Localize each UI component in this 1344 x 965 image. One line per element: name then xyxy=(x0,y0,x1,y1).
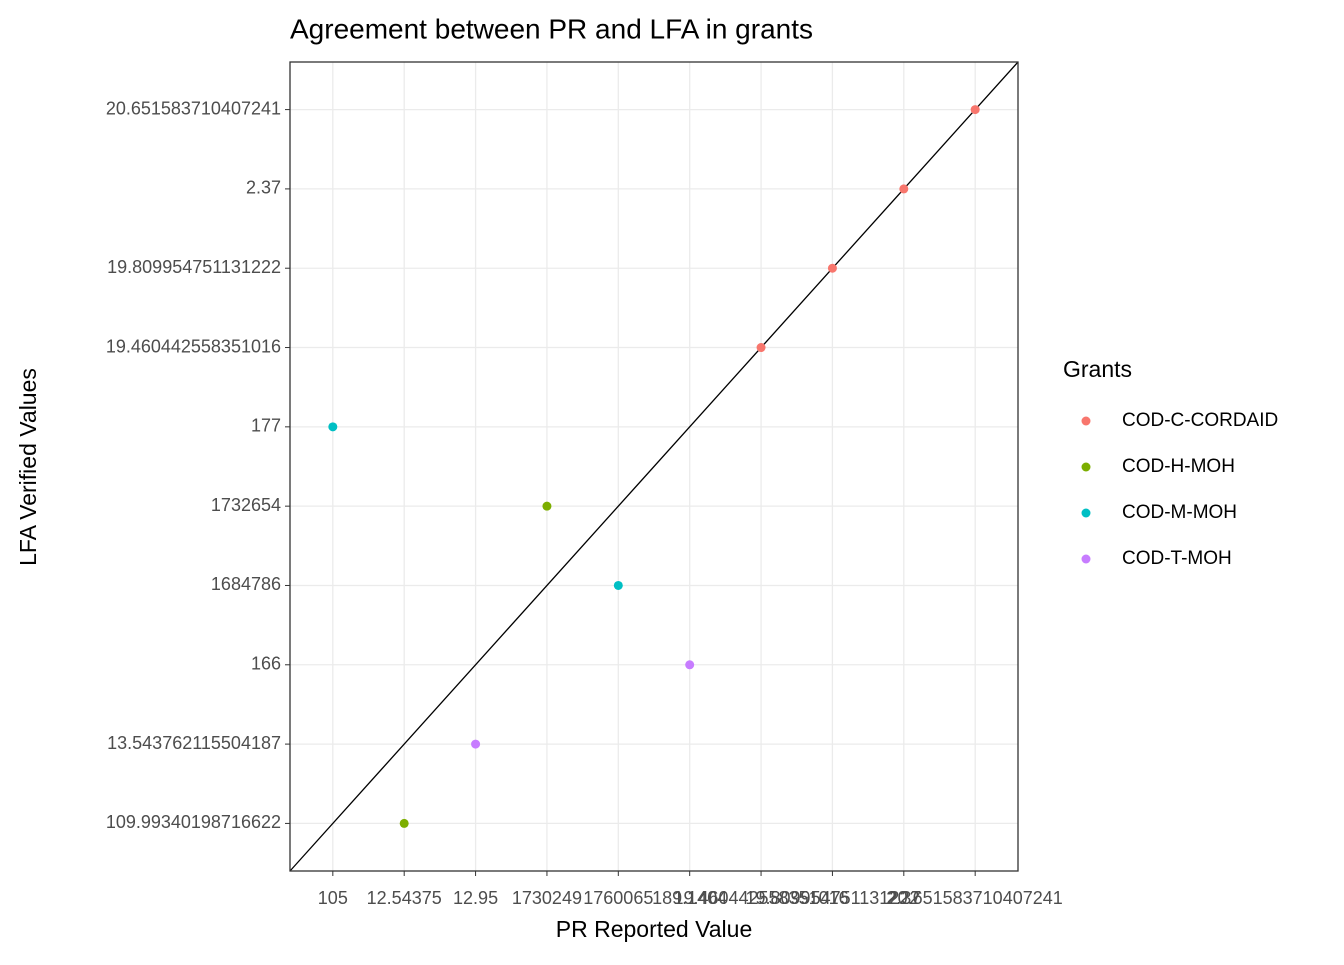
x-tick-label: 1730249 xyxy=(512,888,582,908)
y-tick-label: 109.99340198716622 xyxy=(106,812,281,832)
point xyxy=(471,739,481,749)
legend-key xyxy=(1081,462,1091,472)
point xyxy=(328,422,338,432)
x-tick-label: 19.809954751131222 xyxy=(746,888,920,908)
legend-label: COD-H-MOH xyxy=(1122,456,1235,477)
x-tick-label: 20.651583710407241 xyxy=(888,888,1063,908)
point xyxy=(970,105,980,115)
x-tick-label: 105 xyxy=(318,888,348,908)
legend-key xyxy=(1081,416,1091,426)
y-tick-label: 1732654 xyxy=(211,495,281,515)
y-tick-label: 13.543762115504187 xyxy=(107,733,281,753)
x-tick-label: 1760065 xyxy=(583,888,653,908)
y-axis-title: LFA Verified Values xyxy=(15,368,41,566)
x-axis-title: PR Reported Value xyxy=(556,916,752,942)
point xyxy=(399,818,409,828)
legend-label: COD-M-MOH xyxy=(1122,502,1237,523)
legend-key xyxy=(1081,508,1091,518)
identity-line xyxy=(289,61,1019,872)
point xyxy=(685,660,695,670)
point xyxy=(542,501,552,511)
legend-title: Grants xyxy=(1063,356,1132,382)
y-tick-label: 177 xyxy=(251,416,281,436)
point xyxy=(899,184,909,194)
y-tick-label: 1684786 xyxy=(211,574,281,594)
x-tick-label: 12.95 xyxy=(453,888,498,908)
y-tick-label: 19.809954751131222 xyxy=(107,257,281,277)
x-tick-label: 12.54375 xyxy=(367,888,442,908)
y-tick-label: 19.460442558351016 xyxy=(106,336,281,356)
x-tick-label: 2.37 xyxy=(886,888,921,908)
x-tick-label: 189.1404 xyxy=(652,888,727,908)
y-tick-label: 20.651583710407241 xyxy=(106,98,281,118)
legend-key xyxy=(1081,554,1091,564)
y-tick-label: 2.37 xyxy=(246,178,281,198)
point xyxy=(827,263,837,273)
panel-border xyxy=(289,61,1019,872)
y-tick-label: 166 xyxy=(251,654,281,674)
chart-title: Agreement between PR and LFA in grants xyxy=(290,13,813,44)
point xyxy=(613,580,623,590)
legend-label: COD-C-CORDAID xyxy=(1122,410,1278,431)
point xyxy=(756,343,766,353)
x-tick-label: 19.460442558351016 xyxy=(673,888,848,908)
legend-label: COD-T-MOH xyxy=(1122,548,1232,569)
